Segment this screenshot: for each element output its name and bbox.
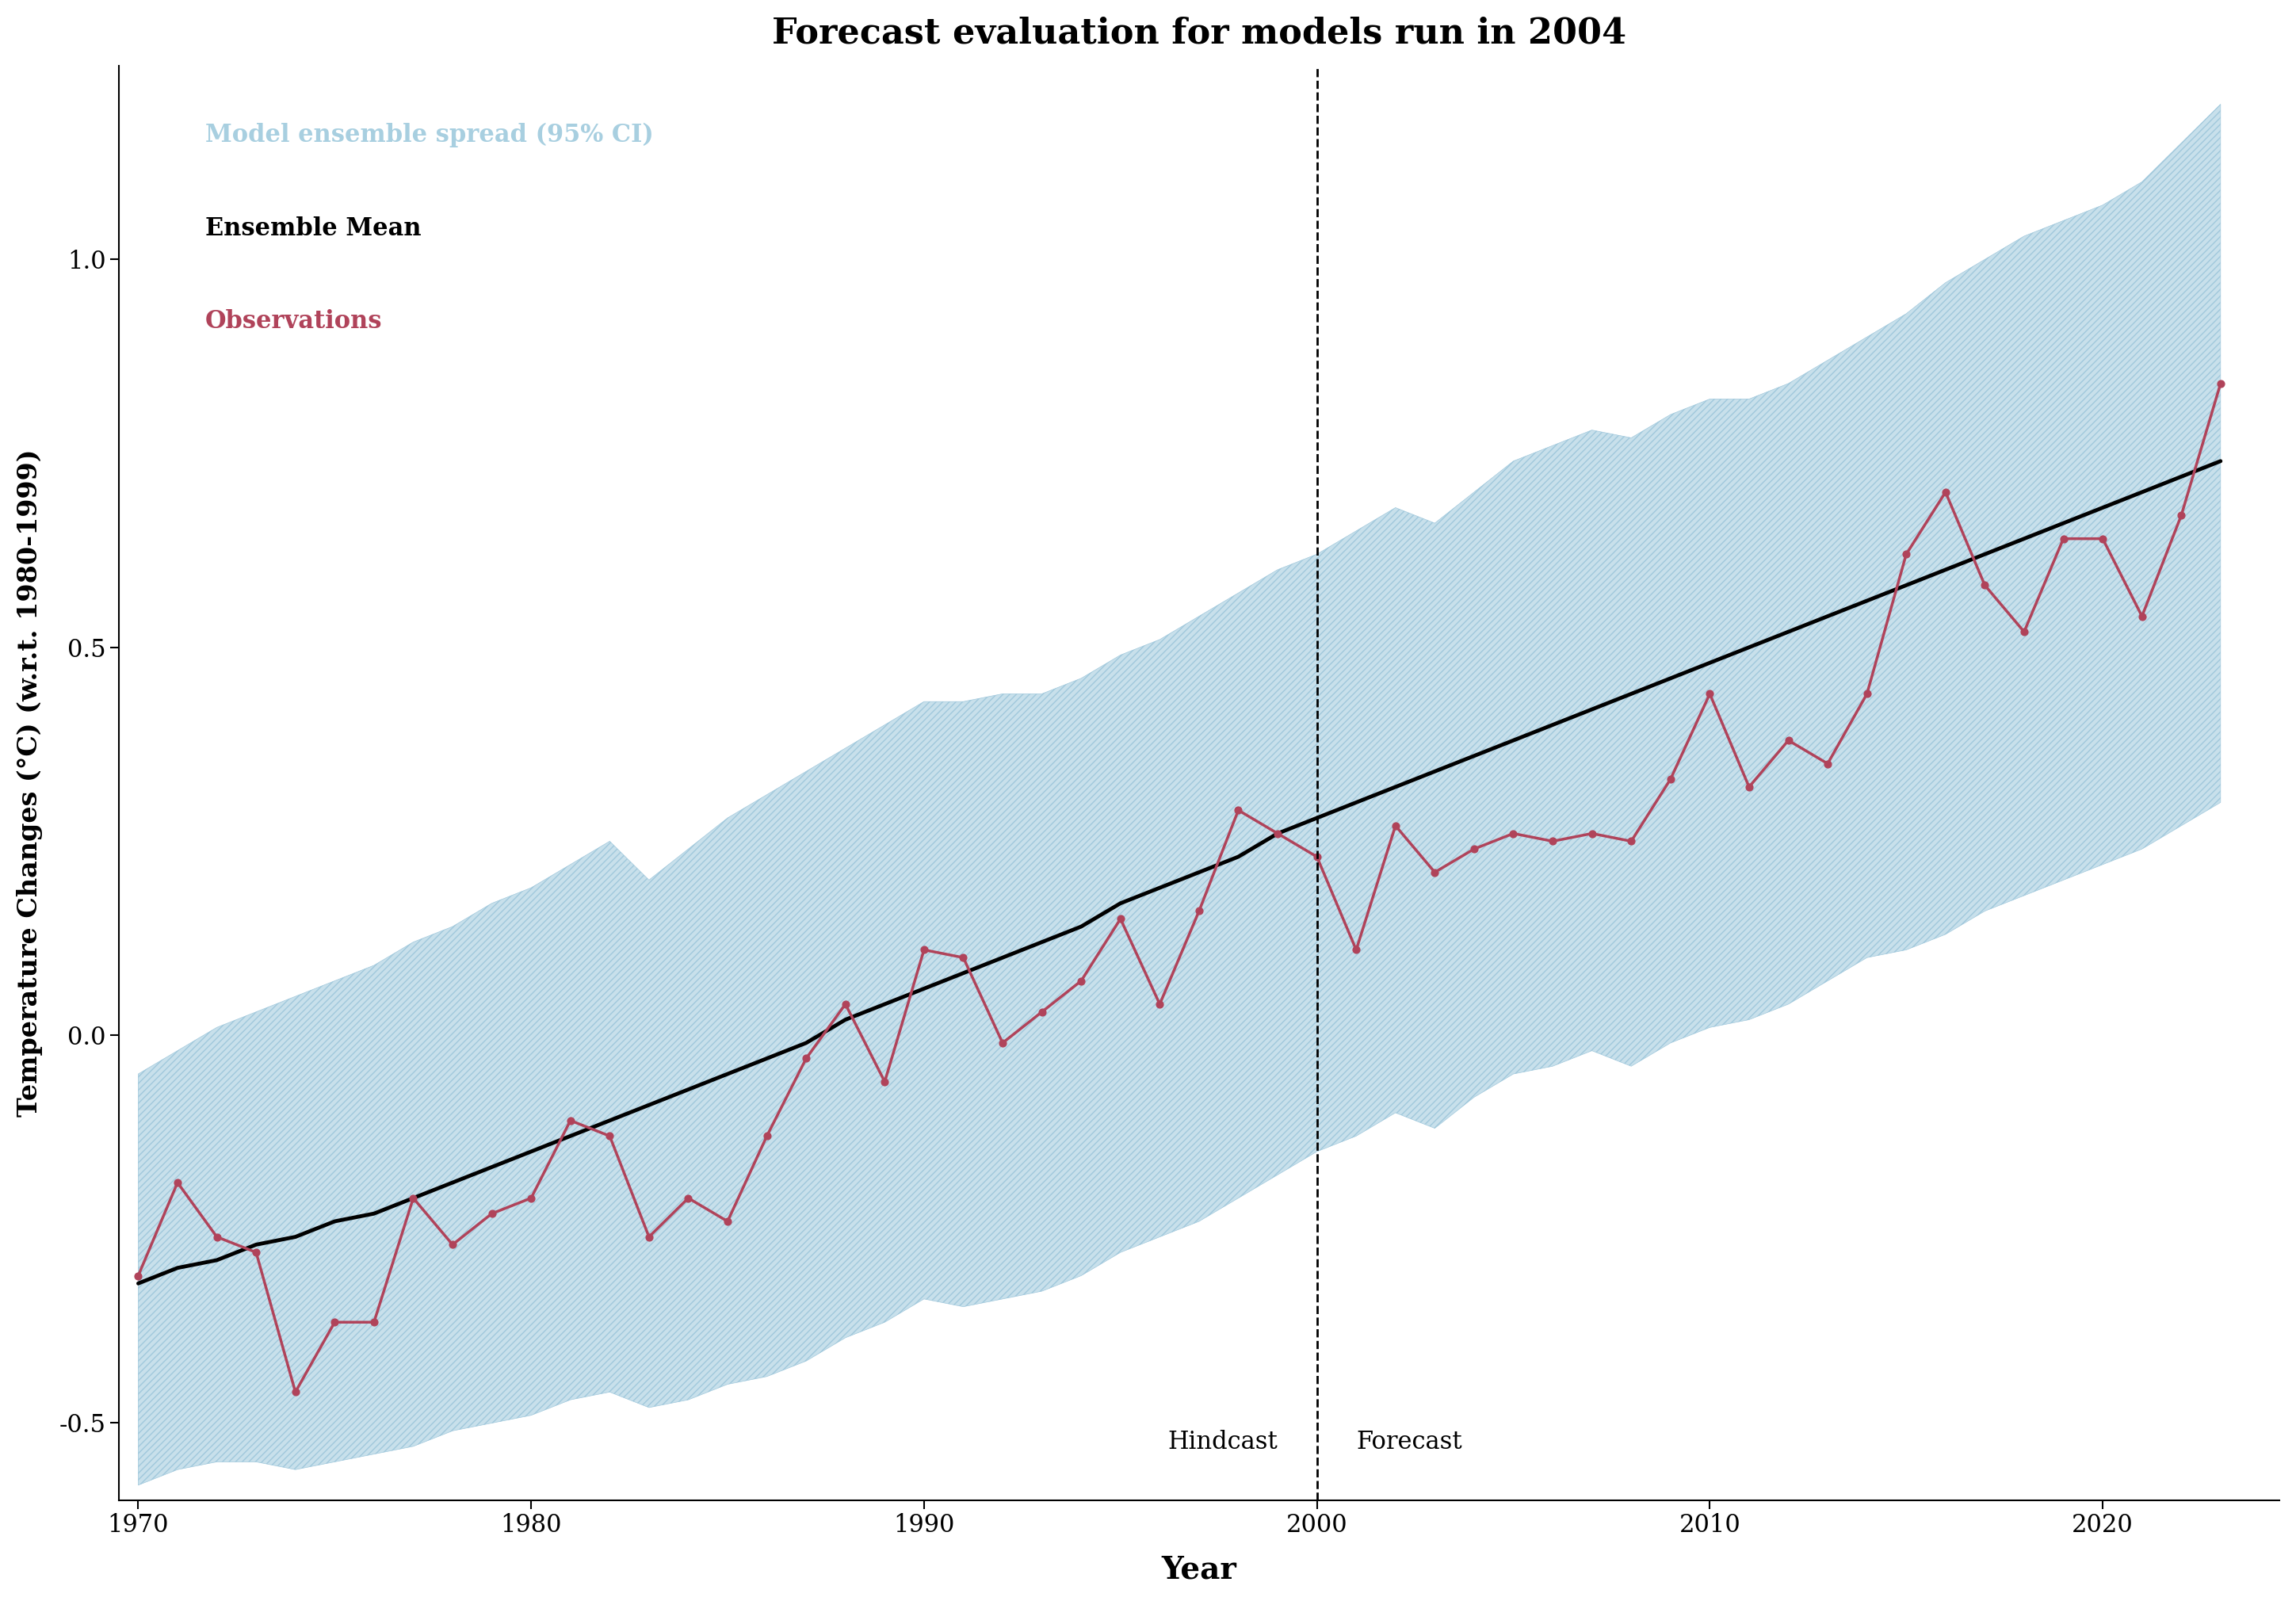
Point — [2124, 604, 2161, 629]
Point — [1417, 860, 1453, 885]
Point — [592, 1124, 629, 1150]
Point — [1770, 727, 1807, 752]
Point — [197, 1225, 234, 1250]
Point — [1456, 836, 1492, 861]
Point — [551, 1108, 588, 1134]
Point — [1809, 751, 1846, 776]
Point — [1926, 479, 1963, 504]
Point — [2085, 525, 2122, 551]
Point — [1965, 573, 2002, 599]
Point — [512, 1185, 549, 1210]
X-axis label: Year: Year — [1162, 1555, 1238, 1585]
Point — [1102, 906, 1139, 932]
Point — [356, 1310, 393, 1335]
Point — [473, 1201, 510, 1226]
Point — [1692, 680, 1729, 706]
Point — [748, 1124, 785, 1150]
Point — [946, 945, 983, 970]
Point — [1573, 821, 1609, 847]
Text: Hindcast: Hindcast — [1169, 1430, 1277, 1454]
Point — [317, 1310, 354, 1335]
Point — [670, 1185, 707, 1210]
Point — [1612, 828, 1649, 853]
Point — [119, 1263, 156, 1289]
Point — [905, 937, 941, 962]
Point — [1141, 991, 1178, 1017]
Point — [827, 991, 863, 1017]
Text: Observations: Observations — [204, 309, 381, 335]
Point — [395, 1185, 432, 1210]
Text: Model ensemble spread (95% CI): Model ensemble spread (95% CI) — [204, 123, 654, 147]
Point — [709, 1209, 746, 1234]
Point — [1653, 767, 1690, 792]
Point — [1180, 898, 1217, 924]
Point — [1300, 844, 1336, 869]
Point — [1258, 821, 1295, 847]
Point — [239, 1239, 276, 1265]
Point — [2007, 620, 2043, 645]
Text: Forecast: Forecast — [1357, 1430, 1463, 1454]
Point — [2163, 503, 2200, 528]
Point — [1378, 813, 1414, 839]
Point — [1495, 821, 1531, 847]
Point — [158, 1170, 195, 1196]
Point — [2046, 525, 2082, 551]
Point — [1219, 797, 1256, 823]
Point — [631, 1225, 668, 1250]
Point — [1731, 775, 1768, 800]
Title: Forecast evaluation for models run in 2004: Forecast evaluation for models run in 20… — [771, 16, 1626, 51]
Point — [985, 1029, 1022, 1055]
Point — [866, 1069, 902, 1095]
Point — [1887, 541, 1924, 567]
Point — [434, 1231, 471, 1257]
Point — [788, 1045, 824, 1071]
Point — [1063, 969, 1100, 994]
Point — [1024, 999, 1061, 1025]
Point — [278, 1378, 315, 1404]
Y-axis label: Temperature Changes (°C) (w.r.t. 1980-1999): Temperature Changes (°C) (w.r.t. 1980-19… — [16, 450, 44, 1117]
Point — [1848, 680, 1885, 706]
Point — [1534, 828, 1570, 853]
Point — [2202, 371, 2239, 397]
Text: Ensemble Mean: Ensemble Mean — [204, 216, 420, 240]
Point — [1339, 937, 1375, 962]
